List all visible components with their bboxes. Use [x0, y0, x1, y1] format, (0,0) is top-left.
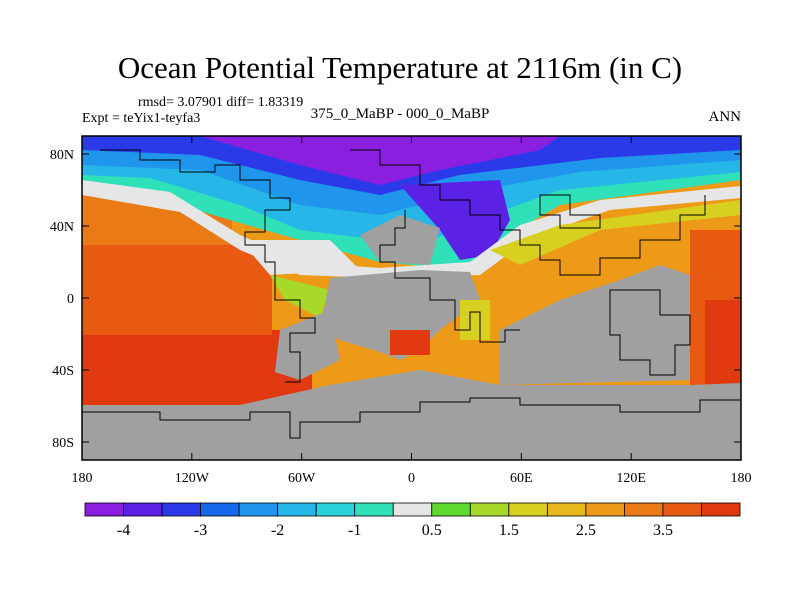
lon-tick-label: 120W [175, 471, 210, 486]
ocean-field-atlantic-near-zero [240, 240, 360, 275]
colorbar-label: 3.5 [653, 522, 673, 539]
coastline [82, 397, 741, 439]
lat-tick-label: 80N [50, 148, 74, 163]
land-mass [500, 265, 690, 385]
colorbar-label: 2.5 [576, 522, 596, 539]
colorbar-label: -2 [271, 522, 284, 539]
colorbar-swatch [469, 502, 510, 517]
lon-tick-label: 60W [288, 471, 316, 486]
colorbar-swatch [238, 502, 279, 517]
ocean-field-arctic-purple [400, 180, 510, 260]
lat-tick-label: 0 [67, 292, 74, 307]
lon-tick-label: 0 [408, 471, 415, 486]
longitude-axis: 180 120W 60W 0 60E 120E 180 [72, 136, 752, 486]
ocean-feature-red-patch [390, 330, 430, 355]
colorbar-swatch [200, 502, 240, 517]
colorbar-swatch [585, 502, 625, 517]
colorbar-swatch [123, 502, 163, 517]
experiment-period-label: 375_0_MaBP - 000_0_MaBP [310, 106, 490, 122]
map-title: Ocean Potential Temperature at 2116m (in… [117, 50, 683, 85]
lat-tick-label: 40N [50, 220, 74, 235]
colorbar-label: 1.5 [499, 522, 519, 539]
ocean-field-east-red [705, 300, 741, 385]
coastlines [82, 149, 741, 439]
colorbar-swatch [624, 502, 664, 517]
lon-tick-label: 60E [510, 471, 533, 486]
colorbar-label: -1 [348, 522, 361, 539]
experiment-label: Expt = teYix1-teyfa3 [82, 111, 201, 126]
land-mass-south [82, 370, 741, 460]
coastline [539, 194, 601, 229]
lon-tick-label: 120E [616, 471, 646, 486]
colorbar-swatch [546, 502, 587, 517]
colorbar: -4 -3 -2 -1 0.5 1.5 2.5 3.5 [84, 502, 741, 539]
colorbar-swatch [701, 502, 741, 517]
lat-tick-label: 80S [52, 436, 74, 451]
colorbar-swatch [84, 502, 124, 517]
colorbar-label: -3 [194, 522, 207, 539]
colorbar-swatch [431, 502, 471, 517]
ocean-field-east-green-band [490, 200, 741, 265]
lon-tick-label: 180 [731, 471, 752, 486]
ocean-field-near-zero-band [82, 180, 741, 278]
coastline [350, 149, 706, 276]
coastline [609, 289, 691, 376]
ocean-feature-yellow-patch [460, 300, 490, 340]
ocean-field-pacific-orange-red [82, 240, 272, 335]
stats-line: rmsd= 3.07901 diff= 1.83319 [138, 95, 304, 110]
ocean-field-green-band [270, 275, 330, 318]
colorbar-swatch [354, 502, 394, 517]
land-mass [275, 310, 340, 380]
land-mass [320, 270, 480, 360]
colorbar-swatch [315, 502, 356, 517]
coastline [379, 210, 520, 343]
colorbar-label: 0.5 [422, 522, 442, 539]
lon-tick-label: 180 [72, 471, 93, 486]
lat-tick-label: 40S [52, 364, 74, 379]
season-label: ANN [708, 109, 742, 125]
colorbar-label: -4 [117, 522, 130, 539]
colorbar-swatch [662, 502, 702, 517]
colorbar-swatch [392, 502, 433, 517]
latitude-axis: 80N 40N 0 40S 80S [50, 148, 741, 451]
colorbar-swatch [508, 502, 548, 517]
colorbar-swatch [161, 502, 201, 517]
map-plot-area [82, 136, 741, 460]
coastline [100, 149, 316, 383]
colorbar-swatch [277, 502, 317, 517]
